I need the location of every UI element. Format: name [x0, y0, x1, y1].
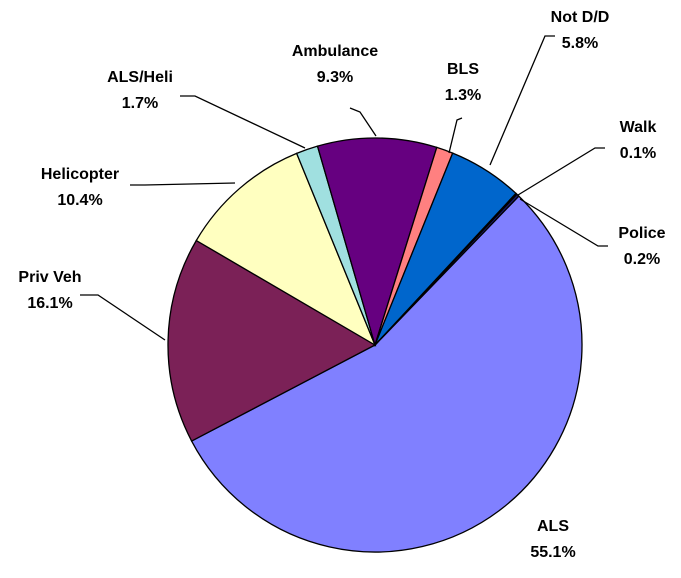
slice-value-label: 16.1%: [27, 295, 72, 312]
slice-value-label: 5.8%: [562, 35, 598, 52]
leader-line: [349, 107, 377, 137]
slice-value-label: 9.3%: [317, 69, 353, 86]
slice-value-label: 55.1%: [530, 544, 575, 561]
slice-value-label: 0.2%: [624, 251, 660, 268]
slice-label: ALS/Heli: [107, 69, 173, 86]
leader-line: [517, 147, 605, 196]
pie-slice: [195, 152, 377, 347]
leader-line: [80, 294, 166, 341]
slice-label: Ambulance: [292, 43, 378, 60]
slice-label: BLS: [447, 61, 479, 78]
slice-label: Priv Veh: [18, 269, 81, 286]
pie-slice: [374, 193, 520, 346]
leader-line: [448, 117, 463, 154]
slice-value-label: 1.7%: [122, 95, 158, 112]
slice-label: ALS: [537, 518, 569, 535]
pie-slice: [316, 137, 438, 348]
slice-value-label: 1.3%: [445, 87, 481, 104]
slice-value-label: 10.4%: [57, 192, 102, 209]
pie-slice: [190, 195, 583, 553]
leader-line: [489, 35, 555, 166]
leader-line: [180, 95, 306, 149]
slice-label: Walk: [620, 119, 657, 136]
slice-value-label: 0.1%: [620, 145, 656, 162]
leader-line: [519, 198, 608, 247]
slice-label: Helicopter: [41, 166, 119, 183]
slice-label: Police: [618, 225, 665, 242]
pie-slice: [167, 239, 377, 442]
slice-label: Not D/D: [551, 9, 610, 26]
leader-line: [130, 182, 236, 186]
